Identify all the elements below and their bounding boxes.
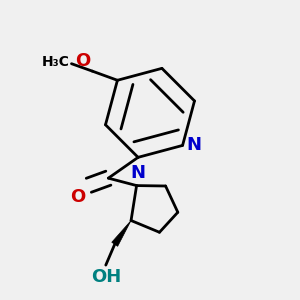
Text: O: O (70, 188, 86, 206)
Text: N: N (186, 136, 201, 154)
Text: N: N (130, 164, 146, 182)
Text: OH: OH (91, 268, 121, 286)
Text: H₃C: H₃C (42, 55, 70, 69)
Text: O: O (76, 52, 91, 70)
Polygon shape (112, 220, 131, 246)
